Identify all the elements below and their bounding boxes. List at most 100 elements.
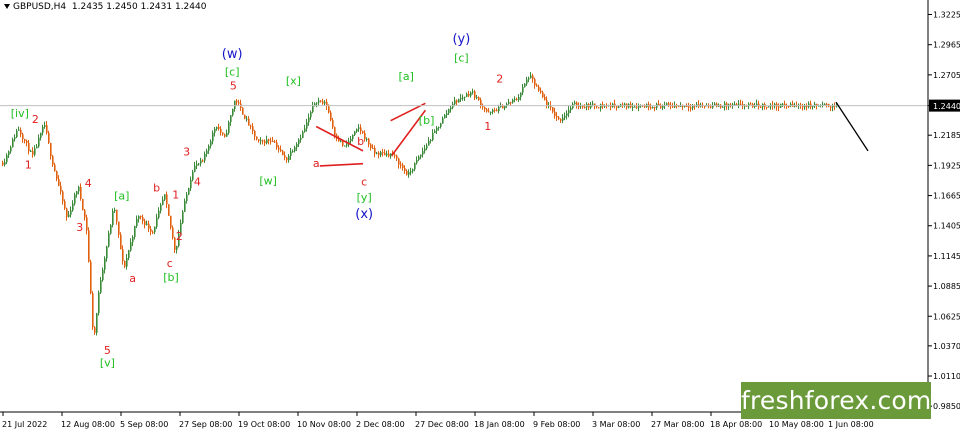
candle xyxy=(144,218,146,229)
candle-body xyxy=(438,126,440,128)
candle-body xyxy=(208,145,210,151)
candle-body xyxy=(230,115,232,123)
candle-body xyxy=(2,162,4,165)
candle xyxy=(556,112,558,121)
candle xyxy=(456,99,458,106)
price-tick-label: 1.1405 xyxy=(933,222,960,231)
candle xyxy=(222,132,224,136)
candle-body xyxy=(112,211,114,226)
candle-body xyxy=(216,126,218,129)
time-tick-label: 18 Jan 08:00 xyxy=(474,420,525,429)
wave-label: (x) xyxy=(355,207,373,222)
candle-body xyxy=(472,91,474,93)
candle xyxy=(802,103,804,111)
candle xyxy=(502,104,504,109)
candle xyxy=(40,132,42,141)
candle-body xyxy=(806,105,808,107)
brand-logo: freshforex.com xyxy=(741,382,931,419)
candle-body xyxy=(476,97,478,99)
candle-body xyxy=(824,103,826,105)
candle xyxy=(814,101,816,108)
candle xyxy=(320,100,322,103)
candle xyxy=(306,118,308,132)
candle-body xyxy=(86,217,88,231)
candle xyxy=(500,102,502,108)
candle xyxy=(784,100,786,109)
candle-body xyxy=(836,103,838,107)
candle xyxy=(186,192,188,204)
candle-body xyxy=(692,105,694,108)
candle-body xyxy=(748,103,750,107)
candle-body xyxy=(550,105,552,108)
candle-body xyxy=(494,109,496,111)
candle-body xyxy=(184,201,186,212)
candle-body xyxy=(334,127,336,136)
candle xyxy=(272,136,274,142)
candle-body xyxy=(790,103,792,107)
candle-body xyxy=(756,103,758,107)
wave-label: [iv] xyxy=(11,107,29,120)
candle-body xyxy=(534,79,536,86)
candle-body xyxy=(218,126,220,129)
candle-body xyxy=(532,75,534,80)
candle-body xyxy=(414,163,416,170)
candle xyxy=(88,227,90,263)
candle-body xyxy=(496,110,498,112)
candle-body xyxy=(440,123,442,127)
candle-body xyxy=(558,117,560,120)
candle xyxy=(324,100,326,106)
candle-body xyxy=(682,105,684,107)
candle-body xyxy=(126,258,128,267)
candle xyxy=(528,76,530,83)
candle-body xyxy=(458,99,460,103)
candle xyxy=(414,162,416,172)
candle-body xyxy=(324,101,326,104)
candle xyxy=(576,101,578,109)
candle-body xyxy=(464,96,466,98)
candle xyxy=(4,158,6,167)
candle xyxy=(650,103,652,110)
candle xyxy=(616,105,618,111)
candle-body xyxy=(270,140,272,142)
candle xyxy=(120,232,122,250)
candle-body xyxy=(372,147,374,149)
candle-body xyxy=(260,140,262,142)
candle xyxy=(168,204,170,216)
candle xyxy=(444,113,446,119)
candle-body xyxy=(316,102,318,104)
time-tick-label: 27 Sep 08:00 xyxy=(179,420,232,429)
candle-body xyxy=(398,158,400,165)
candle xyxy=(352,134,354,142)
candle xyxy=(738,100,740,109)
candle xyxy=(644,104,646,109)
wave-label: 2 xyxy=(176,230,183,243)
candle xyxy=(466,92,468,98)
candle xyxy=(276,139,278,150)
candle-body xyxy=(262,140,264,142)
candle xyxy=(460,93,462,103)
candle xyxy=(574,100,576,105)
candle-body xyxy=(264,141,266,144)
candle xyxy=(344,145,346,147)
candle xyxy=(482,103,484,110)
wave-label: 1 xyxy=(172,188,179,201)
candle xyxy=(566,110,568,120)
candle xyxy=(570,105,572,114)
candle xyxy=(596,105,598,109)
candle xyxy=(436,125,438,134)
candle xyxy=(44,121,46,129)
candle xyxy=(560,118,562,124)
candle xyxy=(76,190,78,198)
candle xyxy=(416,156,418,165)
time-tick-label: 21 Jul 2022 xyxy=(2,420,47,429)
candle-body xyxy=(54,164,56,172)
wave-label: 2 xyxy=(496,72,503,85)
candle-body xyxy=(36,146,38,149)
candle-body xyxy=(822,104,824,106)
candle xyxy=(172,225,174,240)
chevron-down-icon[interactable] xyxy=(4,4,10,9)
candle xyxy=(658,100,660,106)
candle-body xyxy=(228,122,230,133)
candle xyxy=(488,107,490,113)
candle-body xyxy=(82,199,84,211)
